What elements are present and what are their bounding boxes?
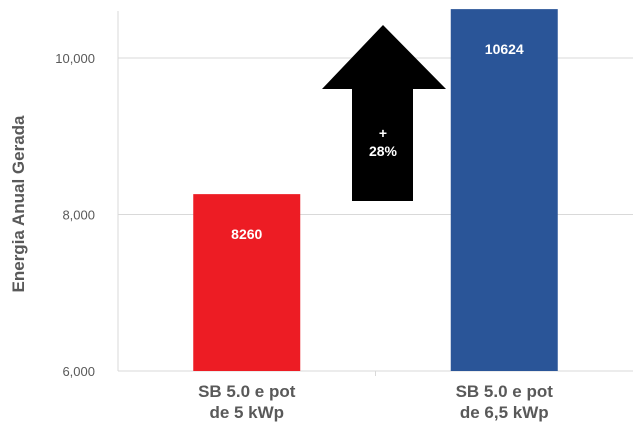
category-labels: SB 5.0 e pot de 5 kWp SB 5.0 e pot de 6,5 k… bbox=[198, 382, 553, 422]
y-tick-label: 8,000 bbox=[62, 207, 95, 222]
y-axis-ticks: 6,000 8,000 10,000 bbox=[55, 51, 95, 379]
y-axis-label: Energia Anual Gerada bbox=[9, 115, 28, 293]
bar-data-label: 10624 bbox=[485, 41, 524, 57]
bar bbox=[450, 9, 558, 372]
increase-arrow-annotation: + 28% bbox=[322, 25, 446, 201]
arrow-label-percent: 28% bbox=[369, 143, 398, 159]
y-tick-label: 6,000 bbox=[62, 364, 95, 379]
x-category-label: SB 5.0 e pot de 5 kWp bbox=[198, 382, 296, 422]
arrow-label-plus: + bbox=[379, 125, 387, 141]
bars: 8260 10624 bbox=[193, 9, 558, 372]
x-category-label: SB 5.0 e pot de 6,5 kWp bbox=[456, 382, 554, 422]
bar-data-label: 8260 bbox=[231, 226, 262, 242]
up-arrow-icon bbox=[322, 25, 446, 201]
y-tick-label: 10,000 bbox=[55, 51, 95, 66]
bar bbox=[193, 194, 301, 371]
